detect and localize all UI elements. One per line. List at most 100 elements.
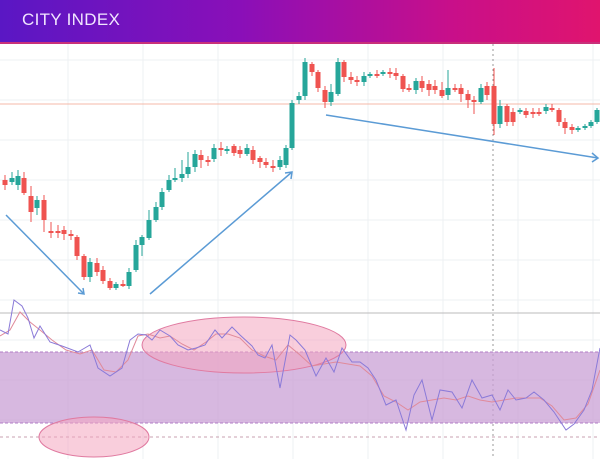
overbought-ellipse <box>141 316 347 374</box>
candle <box>354 76 360 86</box>
uptrend-arrow <box>149 171 293 295</box>
candle <box>387 68 393 78</box>
candle <box>419 76 425 92</box>
candle <box>94 258 100 276</box>
candle <box>517 108 523 114</box>
candle <box>582 124 588 130</box>
candle <box>393 68 399 80</box>
candle <box>348 72 354 84</box>
candle <box>510 108 516 126</box>
candle <box>185 152 191 178</box>
candle <box>9 172 15 185</box>
candle <box>205 156 211 166</box>
candle <box>107 278 113 290</box>
candle <box>569 124 575 134</box>
candle <box>543 104 549 114</box>
candle <box>21 172 27 195</box>
stochastic-k-line <box>0 299 600 432</box>
candle <box>244 144 250 156</box>
candle <box>302 58 308 100</box>
candle <box>153 202 159 222</box>
candle <box>361 72 367 86</box>
candle <box>406 84 412 92</box>
candle <box>289 100 295 150</box>
candle <box>335 58 341 96</box>
candle <box>497 100 503 128</box>
candle <box>139 235 145 256</box>
candle <box>471 96 477 114</box>
candle <box>341 60 347 82</box>
candle <box>322 86 328 108</box>
candle <box>374 70 380 78</box>
candle <box>100 266 106 284</box>
candle <box>562 118 568 134</box>
candle <box>458 84 464 102</box>
trend-arrows <box>5 114 600 295</box>
candle <box>224 146 230 154</box>
candle <box>166 175 172 192</box>
candle <box>28 186 34 222</box>
candle <box>257 156 263 168</box>
candle <box>426 80 432 96</box>
candle <box>41 195 47 232</box>
candle <box>146 210 152 240</box>
candle <box>465 90 471 108</box>
candle <box>87 258 93 282</box>
candle <box>504 104 510 126</box>
candle <box>452 84 458 92</box>
candle <box>172 168 178 182</box>
candle <box>445 70 451 100</box>
candle <box>263 158 269 168</box>
candle <box>15 170 21 190</box>
candle <box>270 160 276 172</box>
candle <box>367 72 373 78</box>
downtrend-arrow-left <box>5 214 85 295</box>
candle <box>588 120 594 128</box>
candle <box>328 84 334 106</box>
candle <box>55 225 61 238</box>
candle <box>198 150 204 168</box>
candle <box>439 82 445 98</box>
downtrend-arrow-right <box>325 114 600 163</box>
candle <box>61 226 67 240</box>
candle <box>237 146 243 158</box>
candle <box>68 230 74 240</box>
candle <box>400 74 406 92</box>
candle <box>523 108 529 118</box>
candle <box>179 160 185 182</box>
candle <box>159 188 165 210</box>
candle <box>126 268 132 289</box>
header-bar: CITY INDEX <box>0 0 600 44</box>
candle <box>211 144 217 162</box>
candle <box>74 235 80 260</box>
candle <box>549 104 555 112</box>
price-chart <box>0 44 600 459</box>
candle <box>478 84 484 104</box>
candle <box>491 68 497 135</box>
candle <box>380 70 386 76</box>
candle <box>34 196 40 215</box>
brand-logo: CITY INDEX <box>22 10 121 29</box>
candle <box>113 282 119 290</box>
candle <box>484 82 490 100</box>
stochastic-d-line <box>0 311 600 421</box>
candle <box>594 108 600 124</box>
candle <box>432 80 438 94</box>
candle <box>296 92 302 104</box>
candle <box>133 240 139 272</box>
oversold-ellipse <box>38 416 150 458</box>
candle <box>309 62 315 76</box>
candle <box>2 175 8 190</box>
candle <box>575 126 581 132</box>
candle <box>283 145 289 168</box>
candlestick-series <box>2 58 600 290</box>
candle <box>81 254 87 280</box>
candle <box>192 150 198 172</box>
candle <box>556 108 562 126</box>
candle <box>315 70 321 92</box>
candle <box>231 144 237 156</box>
candle <box>277 156 283 170</box>
candle <box>530 108 536 118</box>
candle <box>218 142 224 156</box>
candle <box>413 78 419 94</box>
